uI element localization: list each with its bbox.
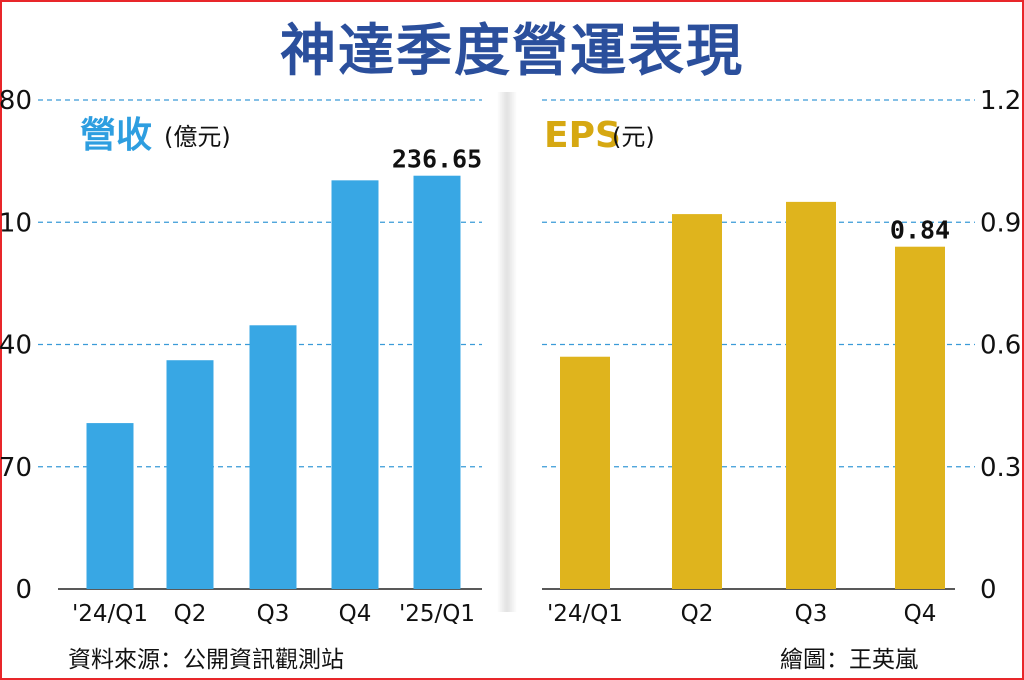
eps-bar xyxy=(786,201,836,589)
rev-bar xyxy=(166,360,214,589)
rev-unit-label: (億元) xyxy=(164,123,231,151)
eps-bar xyxy=(672,214,722,589)
eps-data-label: 0.84 xyxy=(890,216,950,245)
eps-y-tick-label: 0.3 xyxy=(980,453,1021,483)
eps-y-tick-label: 0.9 xyxy=(980,208,1021,238)
rev-x-tick-label: '24/Q1 xyxy=(72,601,148,627)
rev-bar xyxy=(331,180,379,590)
rev-x-tick-label: Q4 xyxy=(339,601,372,627)
eps-x-tick-label: Q4 xyxy=(904,601,937,627)
panel-divider xyxy=(497,92,517,612)
eps-x-tick-label: '24/Q1 xyxy=(547,601,623,627)
rev-x-tick-label: Q3 xyxy=(257,601,290,627)
rev-data-label: 236.65 xyxy=(392,145,482,174)
rev-y-tick-label: 70 xyxy=(0,453,32,483)
eps-y-tick-label: 0 xyxy=(980,575,997,605)
eps-y-tick-label: 0.6 xyxy=(980,331,1021,361)
eps-bar xyxy=(895,246,945,589)
eps-x-tick-label: Q3 xyxy=(795,601,828,627)
chart-title: 神達季度營運表現 xyxy=(280,19,744,84)
rev-x-tick-label: '25/Q1 xyxy=(399,601,475,627)
source-note: 資料來源：公開資訊觀測站 xyxy=(68,647,344,673)
eps-bar xyxy=(560,356,610,589)
eps-series-label: EPS xyxy=(544,115,621,156)
eps-x-tick-label: Q2 xyxy=(681,601,714,627)
rev-y-tick-label: 280 xyxy=(0,86,32,116)
rev-y-tick-label: 140 xyxy=(0,331,32,361)
rev-x-tick-label: Q2 xyxy=(174,601,207,627)
credit-note: 繪圖：王英嵐 xyxy=(780,647,918,673)
rev-bar xyxy=(249,325,297,589)
eps-unit-label: (元) xyxy=(612,123,655,151)
rev-y-tick-label: 0 xyxy=(15,575,32,605)
rev-bar xyxy=(413,175,461,589)
rev-series-label: 營收 xyxy=(80,115,152,156)
eps-y-tick-label: 1.2 xyxy=(980,86,1021,116)
rev-bar xyxy=(86,423,134,589)
rev-y-tick-label: 210 xyxy=(0,208,32,238)
